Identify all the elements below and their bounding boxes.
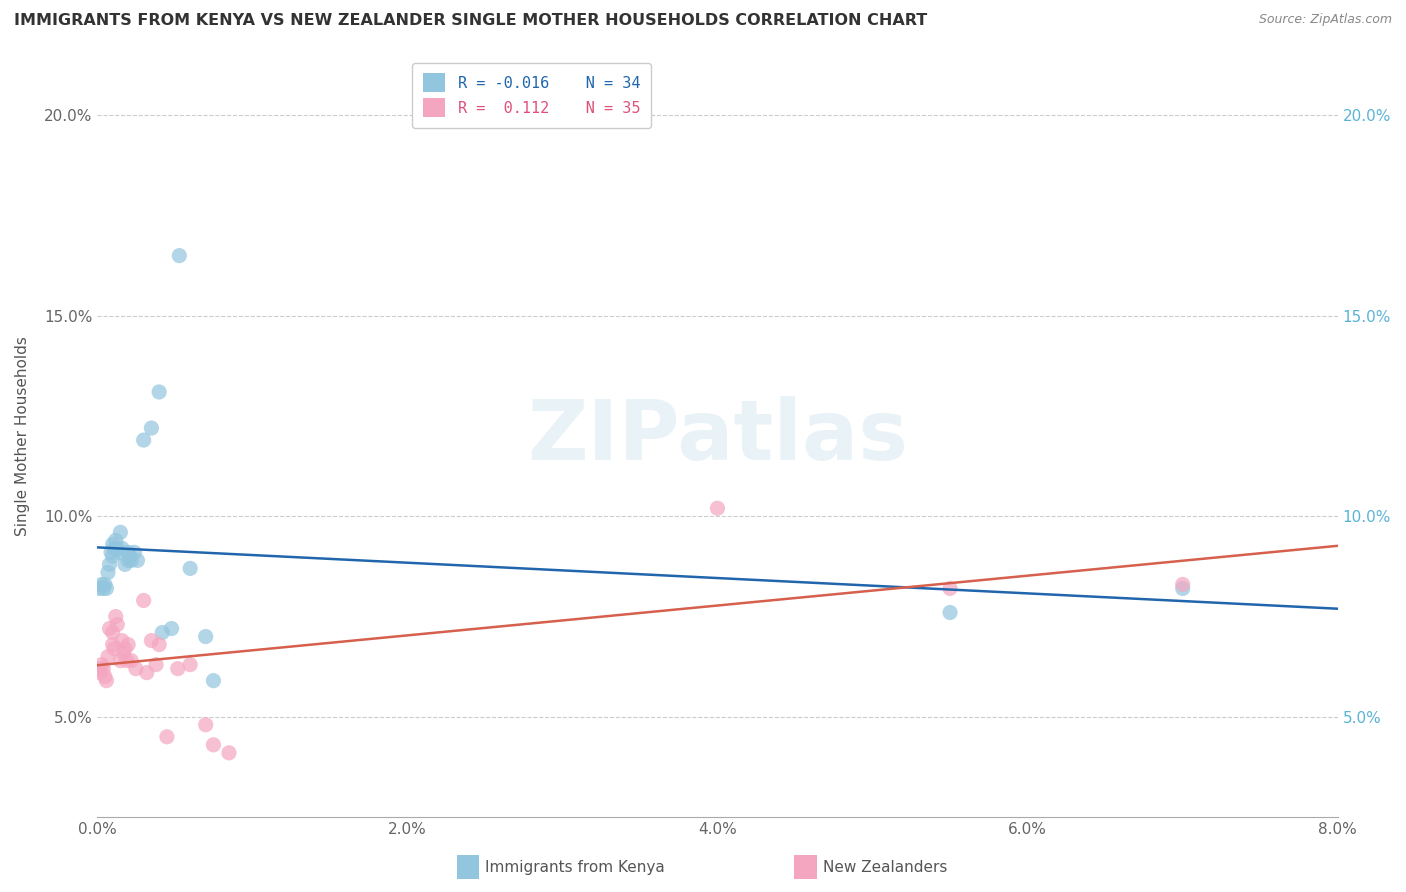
Point (120, 553, 142, 567)
Point (114, 558, 136, 572)
Point (148, 638, 170, 652)
Point (97, 566, 120, 580)
Point (148, 384, 170, 399)
Point (104, 533, 127, 548)
Point (117, 545, 139, 559)
Point (97, 649, 120, 664)
Point (117, 553, 139, 567)
Point (166, 662, 188, 676)
Text: Immigrants from Kenya: Immigrants from Kenya (485, 860, 665, 874)
Point (132, 593, 155, 607)
Point (105, 541, 128, 556)
Point (114, 641, 136, 656)
Point (103, 641, 125, 656)
Text: ZIPatlas: ZIPatlas (527, 395, 908, 476)
Point (101, 549, 124, 564)
Point (135, 665, 157, 680)
Point (132, 433, 155, 447)
Point (111, 541, 134, 556)
Point (939, 582, 962, 596)
Point (160, 622, 183, 636)
Point (87, 662, 110, 676)
Point (110, 654, 132, 668)
Point (202, 673, 225, 688)
Point (194, 718, 217, 732)
Point (96, 582, 118, 596)
Point (89, 665, 111, 680)
Text: Source: ZipAtlas.com: Source: ZipAtlas.com (1258, 13, 1392, 27)
Point (111, 633, 134, 648)
Point (120, 654, 142, 668)
Point (115, 654, 138, 668)
Point (91, 582, 114, 596)
Text: New Zealanders: New Zealanders (823, 860, 946, 874)
Point (91, 662, 114, 676)
Point (94, 670, 117, 684)
Point (98, 622, 121, 636)
Point (179, 561, 201, 575)
Point (101, 625, 124, 640)
Point (96, 673, 118, 688)
Point (94, 577, 117, 591)
Point (98, 558, 121, 572)
Point (117, 638, 139, 652)
Point (108, 545, 131, 559)
Point (141, 421, 163, 435)
Point (706, 501, 728, 516)
Point (169, 249, 191, 263)
Point (127, 553, 149, 567)
Point (179, 657, 201, 672)
Point (202, 738, 225, 752)
Point (101, 537, 124, 551)
Point (125, 662, 148, 676)
Point (150, 625, 173, 640)
Point (118, 549, 141, 564)
Point (110, 525, 132, 540)
Point (156, 730, 179, 744)
Point (218, 746, 240, 760)
Point (112, 646, 135, 660)
Point (90, 577, 112, 591)
Point (194, 630, 217, 644)
Point (104, 609, 127, 624)
Point (103, 541, 125, 556)
Text: IMMIGRANTS FROM KENYA VS NEW ZEALANDER SINGLE MOTHER HOUSEHOLDS CORRELATION CHAR: IMMIGRANTS FROM KENYA VS NEW ZEALANDER S… (14, 13, 928, 29)
Point (141, 633, 163, 648)
Point (939, 606, 962, 620)
Point (145, 657, 167, 672)
Y-axis label: Single Mother Households: Single Mother Households (15, 336, 30, 536)
Point (105, 617, 128, 632)
Point (89, 582, 111, 596)
Point (100, 545, 122, 559)
Legend: R = -0.016    N = 34, R =  0.112    N = 35: R = -0.016 N = 34, R = 0.112 N = 35 (412, 62, 651, 128)
Point (1171, 577, 1194, 591)
Point (124, 545, 146, 559)
Point (101, 638, 124, 652)
Point (90, 657, 112, 672)
Point (1171, 582, 1194, 596)
